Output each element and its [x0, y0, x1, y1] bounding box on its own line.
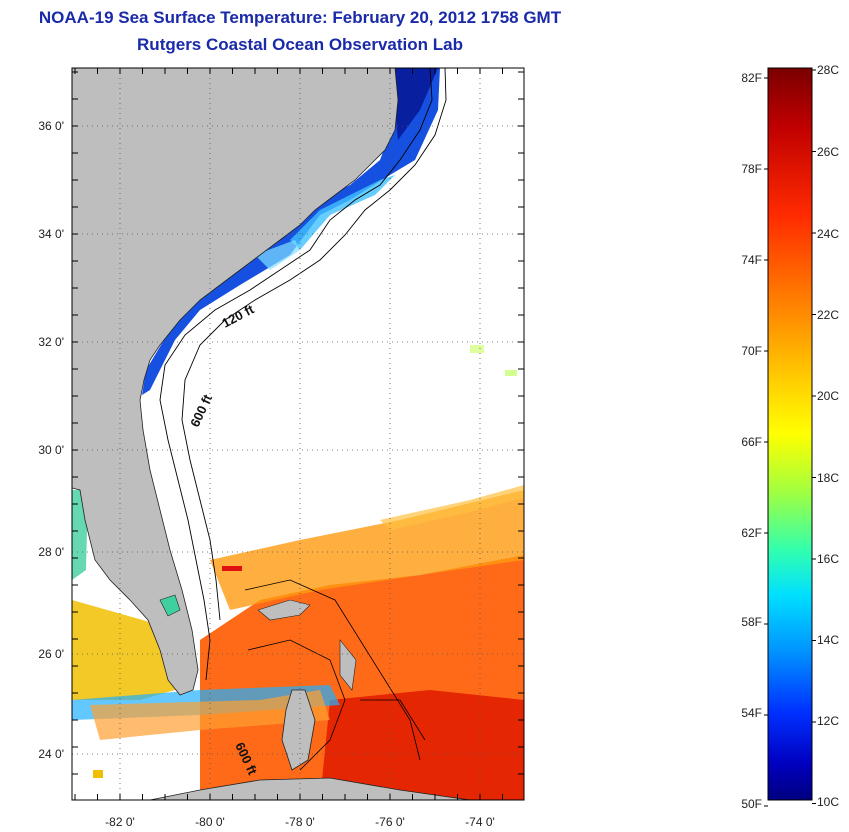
lat-label-24: 24 0': [38, 747, 64, 761]
cb-c-16: 16C: [817, 552, 839, 566]
lat-label-26: 26 0': [38, 647, 64, 661]
cb-f-82: 82F: [741, 71, 762, 85]
lake-okeechobee: [159, 594, 181, 617]
lat-label-30: 30 0': [38, 443, 64, 457]
cb-c-26: 26C: [817, 145, 839, 159]
land-us-southeast: [72, 68, 399, 696]
cold-shelf-inner: [395, 68, 438, 140]
cb-f-50: 50F: [741, 797, 762, 811]
cb-f-78: 78F: [741, 162, 762, 176]
cb-c-28: 28C: [817, 63, 839, 77]
cb-c-22: 22C: [817, 308, 839, 322]
map-grid: [72, 68, 524, 800]
land-andros: [281, 689, 316, 771]
lat-label-32: 32 0': [38, 335, 64, 349]
lat-label-36: 36 0': [38, 119, 64, 133]
lat-label-34: 34 0': [38, 227, 64, 241]
gulf-water: [72, 600, 175, 700]
warm-streak: [380, 485, 524, 530]
lon-label-74: -74 0': [465, 815, 495, 829]
cb-c-12: 12C: [817, 714, 839, 728]
cb-f-58: 58F: [741, 615, 762, 629]
lon-label-78: -78 0': [285, 815, 315, 829]
lon-label-82: -82 0': [105, 815, 135, 829]
cb-f-70: 70F: [741, 344, 762, 358]
cb-f-66: 66F: [741, 435, 762, 449]
land-bahamas-1: [257, 599, 311, 621]
map-title: NOAA-19 Sea Surface Temperature: Februar…: [38, 8, 562, 27]
cb-c-20: 20C: [817, 389, 839, 403]
contour-600ft: [181, 68, 447, 621]
cb-c-10: 10C: [817, 795, 839, 809]
cb-f-62: 62F: [741, 526, 762, 540]
keys-band: [90, 690, 330, 740]
lon-label-80: -80 0': [195, 815, 225, 829]
colorbar-fahrenheit-labels: 82F 78F 74F 70F 66F 62F 58F 54F 50F: [741, 71, 762, 811]
cb-c-18: 18C: [817, 471, 839, 485]
map-frame: [71, 67, 525, 801]
cb-f-54: 54F: [741, 706, 762, 720]
map-area: 120 ft 600 ft 600 ft: [72, 68, 524, 800]
contour-120ft: [159, 68, 433, 681]
lon-label-76: -76 0': [375, 815, 405, 829]
colorbar-celsius-labels: 28C 26C 24C 22C 20C 18C 16C 14C 12C 10C: [817, 63, 839, 809]
colorbar: [767, 67, 813, 801]
contour-bahamas: [244, 579, 426, 771]
cb-c-24: 24C: [817, 227, 839, 241]
cool-patch: [255, 240, 300, 270]
cb-f-74: 74F: [741, 253, 762, 267]
cool-shelf-edge: [290, 175, 395, 250]
map-subtitle: Rutgers Coastal Ocean Observation Lab: [137, 35, 463, 54]
cb-c-14: 14C: [817, 633, 839, 647]
warm-water-deep: [320, 690, 524, 800]
lat-label-28: 28 0': [38, 545, 64, 559]
land-bahamas-2: [339, 639, 357, 691]
